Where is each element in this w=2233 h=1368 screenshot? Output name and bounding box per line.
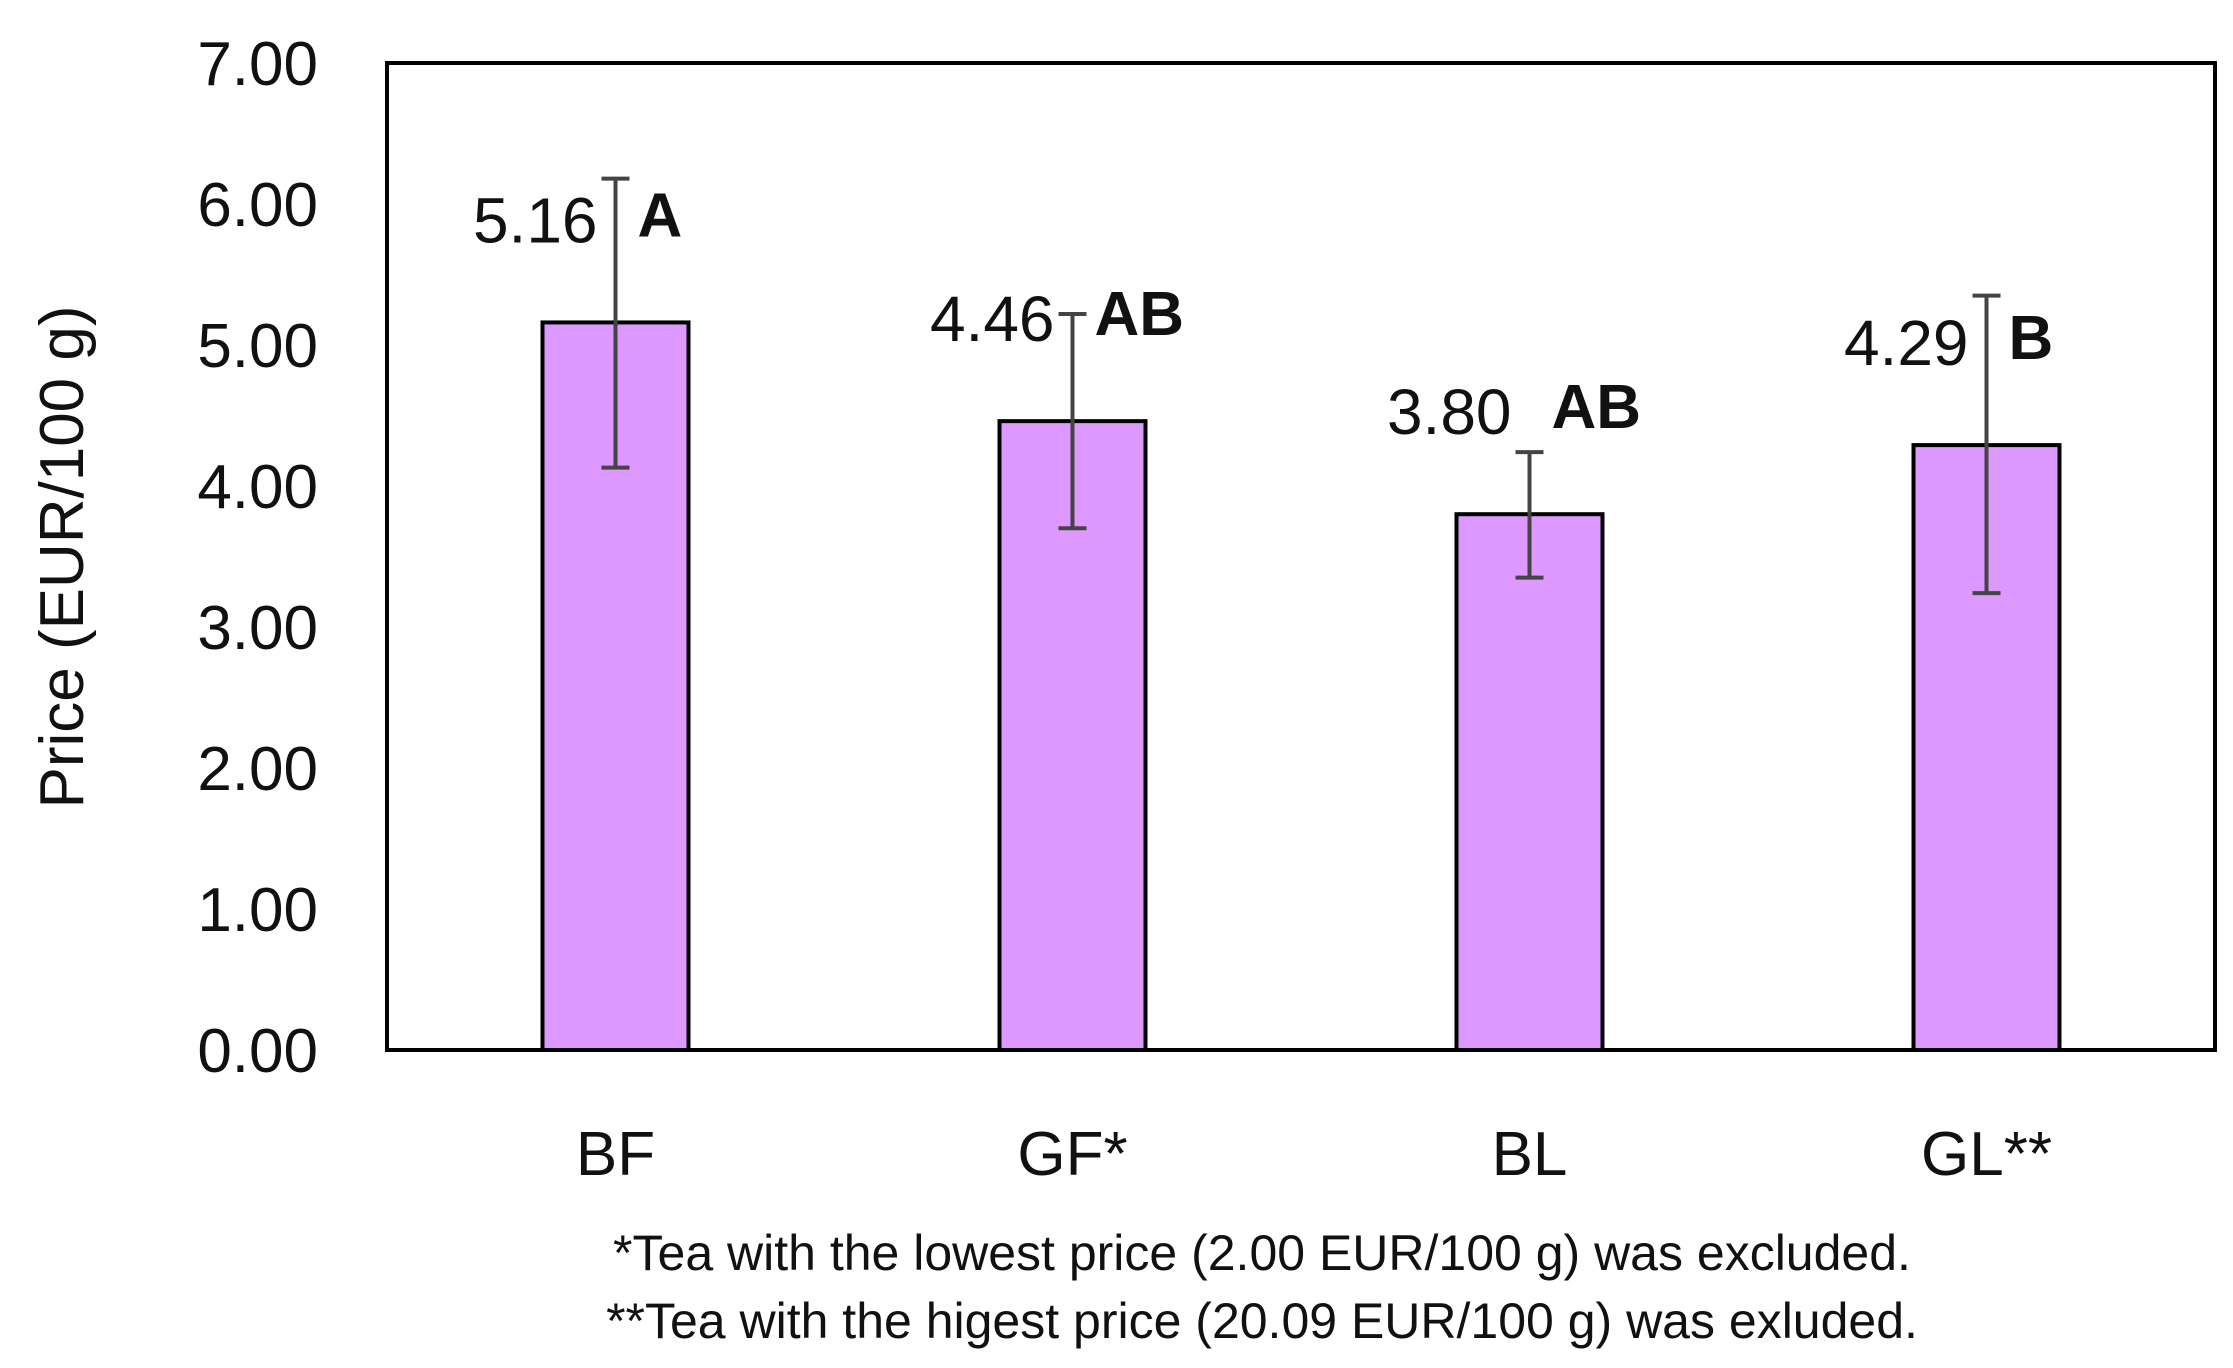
bar-gl	[1911, 443, 2062, 1052]
plot-area-frame	[385, 61, 2217, 1052]
y-tick-label: 4.00	[197, 453, 318, 522]
significance-label: A	[638, 181, 683, 250]
error-bars	[601, 176, 2001, 596]
significance-label: AB	[1095, 280, 1185, 349]
data-label-value: 4.29	[1844, 307, 1969, 379]
x-tick-label: BF	[576, 1120, 655, 1189]
x-tick-label: BL	[1492, 1120, 1568, 1189]
y-tick-label: 5.00	[197, 312, 318, 381]
y-tick-label: 3.00	[197, 594, 318, 663]
significance-label: AB	[1552, 373, 1642, 442]
x-tick-label: GF*	[1017, 1120, 1127, 1189]
data-label-value: 4.46	[930, 283, 1055, 355]
y-tick-label: 6.00	[197, 171, 318, 240]
y-axis-ticks: 0.00 1.00 2.00 3.00 4.00 5.00 6.00 7.00	[197, 30, 318, 1086]
footnote-1: *Tea with the lowest price (2.00 EUR/100…	[613, 1225, 1911, 1281]
footnote-2: **Tea with the higest price (20.09 EUR/1…	[606, 1293, 1918, 1349]
data-label-value: 5.16	[473, 184, 598, 256]
significance-label: B	[2009, 304, 2054, 373]
data-label-value: 3.80	[1387, 376, 1512, 448]
y-tick-label: 2.00	[197, 735, 318, 804]
y-tick-label: 7.00	[197, 30, 318, 99]
data-labels: 5.16 A 4.46 AB 3.80 AB 4.29 B	[473, 181, 2053, 448]
x-tick-label: GL**	[1921, 1120, 2052, 1189]
y-axis-label: Price (EUR/100 g)	[28, 305, 97, 808]
x-axis-categories: BF GF* BL GL**	[576, 1120, 2052, 1189]
y-tick-label: 1.00	[197, 876, 318, 945]
y-tick-label: 0.00	[197, 1017, 318, 1086]
bar-bl	[1454, 512, 1605, 1052]
